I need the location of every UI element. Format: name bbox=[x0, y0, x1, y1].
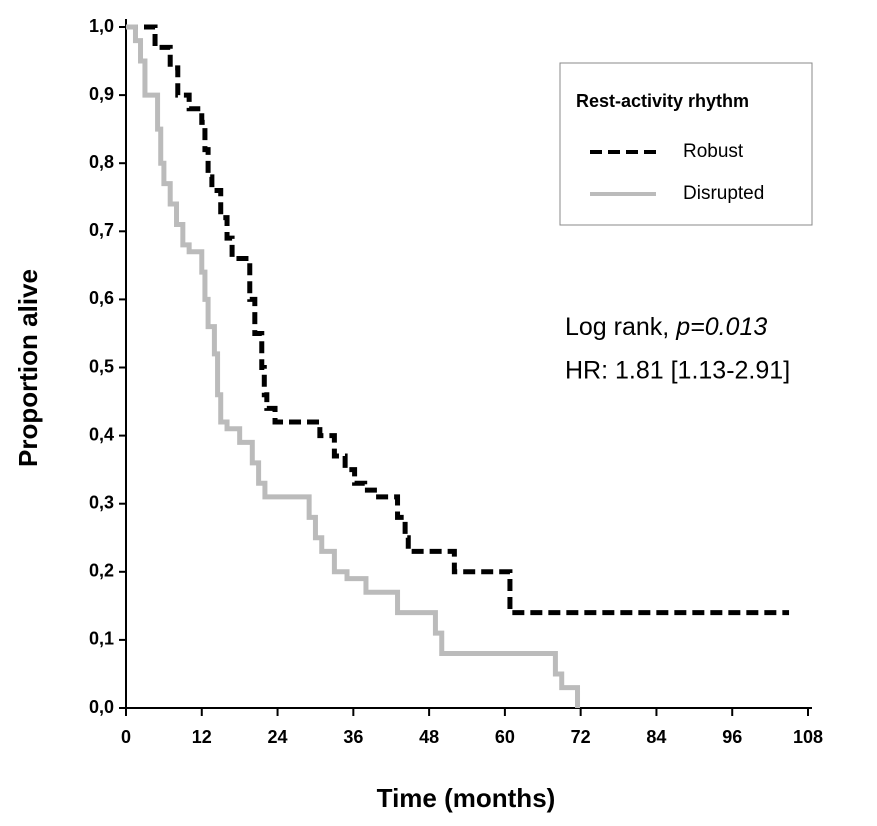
annotation-text: Log rank, bbox=[565, 313, 676, 341]
y-tick-label: 1,0 bbox=[89, 16, 114, 36]
x-tick-label: 72 bbox=[571, 727, 591, 747]
y-tick-label: 0,8 bbox=[89, 152, 114, 172]
y-tick-label: 0,4 bbox=[89, 424, 114, 444]
x-tick-label: 24 bbox=[268, 727, 288, 747]
legend-title: Rest-activity rhythm bbox=[576, 91, 749, 111]
survival-curve bbox=[126, 24, 790, 616]
y-tick-label: 0,2 bbox=[89, 561, 114, 581]
y-tick-label: 0,5 bbox=[89, 356, 114, 376]
x-tick-label: 96 bbox=[722, 727, 742, 747]
annotation: HR: 1.81 [1.13-2.91] bbox=[565, 357, 790, 385]
y-axis-title: Proportion alive bbox=[13, 269, 43, 467]
y-tick-label: 0,0 bbox=[89, 697, 114, 717]
y-tick-label: 0,1 bbox=[89, 629, 114, 649]
x-axis-title: Time (months) bbox=[377, 783, 556, 813]
y-tick-label: 0,7 bbox=[89, 220, 114, 240]
y-tick-label: 0,9 bbox=[89, 84, 114, 104]
x-tick-label: 12 bbox=[192, 727, 212, 747]
y-tick-label: 0,3 bbox=[89, 492, 114, 512]
annotation: Log rank, p=0.013 bbox=[565, 313, 767, 341]
x-tick-label: 84 bbox=[646, 727, 666, 747]
legend-label: Robust bbox=[683, 141, 744, 162]
y-tick-label: 0,6 bbox=[89, 288, 114, 308]
survival-curve bbox=[126, 24, 581, 708]
annotation-text: p=0.013 bbox=[675, 313, 767, 341]
x-tick-label: 48 bbox=[419, 727, 439, 747]
x-tick-label: 36 bbox=[343, 727, 363, 747]
legend-box bbox=[559, 62, 813, 226]
x-tick-label: 108 bbox=[793, 727, 823, 747]
x-tick-label: 0 bbox=[121, 727, 131, 747]
x-tick-label: 60 bbox=[495, 727, 515, 747]
legend-label: Disrupted bbox=[683, 183, 764, 204]
